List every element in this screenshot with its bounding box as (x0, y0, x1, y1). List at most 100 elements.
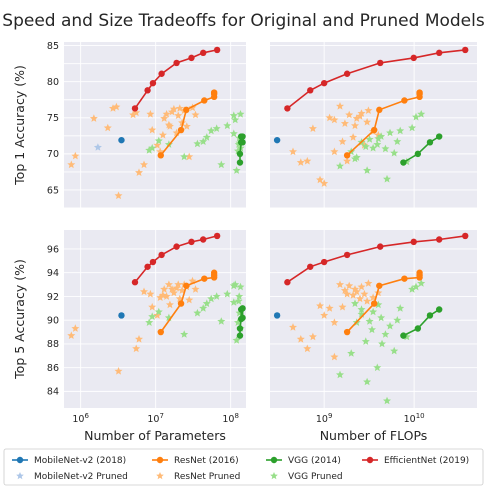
data-point (183, 106, 190, 114)
data-point (213, 232, 221, 240)
data-point (343, 152, 351, 159)
data-point (158, 251, 165, 259)
data-point-star (140, 160, 148, 169)
data-point-star (172, 128, 181, 137)
y-tick-label: 65 (47, 185, 59, 196)
data-point (320, 258, 328, 266)
data-point-star (145, 318, 154, 326)
data-point (210, 271, 218, 279)
data-point (239, 133, 246, 140)
data-point-star (162, 292, 171, 300)
data-point-star (325, 304, 334, 312)
data-point (307, 263, 314, 270)
data-point (201, 275, 208, 282)
data-point (371, 126, 378, 134)
data-point-star (296, 158, 305, 166)
data-point-star (373, 140, 382, 148)
data-point-star (351, 121, 359, 130)
data-point-star (363, 297, 372, 305)
series-mobilenet-v2 (118, 312, 125, 319)
x-tick-label: 1010 (404, 412, 425, 425)
data-point-star (160, 285, 169, 293)
data-point-star (148, 143, 157, 152)
data-point-star (232, 336, 241, 344)
plot-marks (273, 232, 469, 405)
data-point-star (417, 110, 426, 118)
data-point-star (289, 147, 297, 156)
data-point-star (320, 311, 329, 319)
data-point-star (162, 110, 171, 118)
data-point-star (207, 294, 216, 303)
data-point (236, 325, 244, 332)
data-point-star (374, 300, 383, 309)
y-tick-label: 80 (47, 77, 59, 88)
legend-label: ResNet (2016) (174, 456, 239, 466)
data-point-star (308, 332, 317, 341)
data-point (376, 282, 383, 289)
data-point (414, 325, 422, 332)
y-tick-label: 96 (47, 244, 59, 255)
data-point-star (336, 280, 344, 288)
data-point-star (217, 160, 226, 169)
data-point-star (361, 337, 370, 345)
data-point-star (156, 293, 165, 301)
data-point (236, 150, 244, 158)
data-point (410, 238, 417, 246)
plot-marks (67, 46, 246, 200)
plot-area (64, 230, 246, 408)
y-tick-label: 70 (47, 149, 59, 160)
legend-marker-dot (156, 456, 164, 464)
legend-label: MobileNet-v2 Pruned (34, 472, 128, 482)
data-point-star (361, 142, 370, 151)
data-point-star (347, 349, 356, 357)
data-point-star (191, 110, 200, 119)
data-point-star (103, 123, 112, 132)
data-point-star (377, 313, 386, 322)
x-axis-label: Number of FLOPs (320, 428, 428, 443)
data-point-star (374, 288, 383, 297)
data-point-star (363, 166, 372, 174)
data-point-star (383, 396, 391, 405)
data-point-star (160, 114, 169, 122)
y-tick-label: 84 (47, 387, 59, 398)
series-resnet-pruned (289, 279, 383, 361)
data-point-star (129, 110, 138, 119)
data-point-star (343, 156, 352, 165)
data-point-star (330, 352, 339, 361)
series-resnet-pruned (67, 276, 200, 375)
data-point (414, 150, 422, 158)
data-point-star (289, 323, 297, 331)
series-vgg (400, 306, 443, 339)
data-point (410, 54, 417, 62)
data-point (401, 97, 408, 104)
data-point-star (146, 110, 155, 118)
data-point-star (135, 335, 143, 343)
data-point-star (303, 156, 312, 165)
y-tick-label: 86 (47, 363, 59, 374)
data-point-star (365, 135, 374, 143)
data-point-star (356, 294, 364, 303)
series-efficientnet (131, 232, 221, 286)
y-tick-label: 88 (47, 339, 59, 350)
data-point (131, 105, 139, 112)
data-point (158, 70, 165, 77)
data-point (307, 87, 314, 94)
data-point (426, 139, 434, 146)
legend-marker-dot (16, 456, 24, 464)
plot-area (64, 42, 246, 208)
data-point-star (396, 304, 405, 312)
data-point-star (174, 280, 183, 288)
data-point-star (172, 283, 181, 292)
data-point-star (386, 128, 394, 137)
data-point-star (132, 108, 141, 117)
data-point-star (345, 281, 354, 290)
data-point (371, 300, 378, 307)
data-point-star (417, 279, 426, 287)
data-point-star (191, 285, 200, 293)
data-point-star (114, 191, 123, 200)
y-tick-label: 94 (47, 268, 59, 279)
data-point-star (140, 287, 148, 296)
legend-frame (3, 448, 484, 486)
data-point-star (169, 288, 178, 297)
data-point (416, 89, 423, 96)
